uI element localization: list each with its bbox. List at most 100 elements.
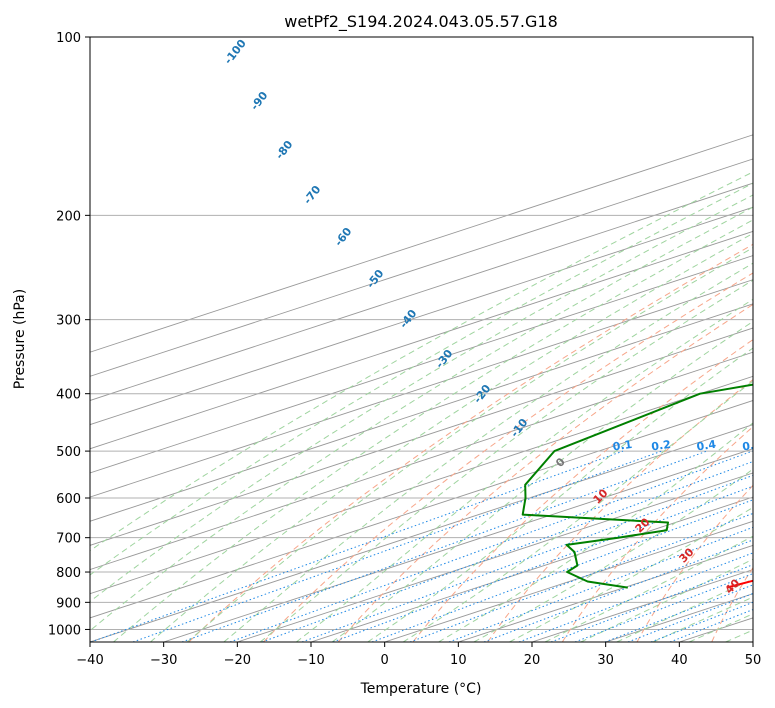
moist-adiabat-line — [331, 320, 753, 642]
line-labels: 0.10.20.40.611.52346810131620253036-100-… — [222, 37, 762, 597]
isotherm-label: 40 — [723, 576, 743, 596]
y-tick-label: 200 — [56, 209, 81, 224]
mixing-ratio-line — [604, 584, 753, 642]
mixing-ratio-line — [301, 474, 753, 642]
wet-bulb-label: -40 — [397, 307, 420, 331]
plot-frame — [89, 36, 754, 643]
mixing-ratio-label: 0.6 — [741, 438, 762, 454]
isotherm-line — [310, 496, 753, 642]
isotherm-line — [531, 569, 753, 642]
wet-bulb-label: -80 — [273, 138, 296, 162]
isotherm-lines — [90, 134, 753, 642]
y-tick-label: 1000 — [48, 623, 81, 638]
moist-adiabat-line — [150, 232, 753, 642]
temperature-profile-line — [726, 579, 753, 589]
mixing-ratio-line — [409, 512, 753, 642]
wet-bulb-label: -90 — [248, 89, 271, 113]
mixing-ratio-line — [261, 460, 753, 642]
wet-bulb-label: -60 — [332, 225, 355, 249]
dry-adiabat-line — [337, 303, 753, 642]
moist-adiabat-line — [688, 613, 753, 642]
moist-adiabat-line — [438, 422, 753, 642]
dry-adiabat-line — [636, 484, 753, 642]
isotherm-line — [237, 472, 753, 642]
y-tick-label: 800 — [56, 566, 81, 581]
moist-adiabat-line — [259, 279, 753, 642]
dry-adiabat-line — [263, 272, 753, 642]
isotherm-line — [458, 544, 753, 642]
x-tick-label: 0 — [381, 653, 389, 668]
moist-adiabat-line — [186, 247, 753, 642]
mixing-ratio-line — [181, 450, 708, 642]
moist-adiabat-line — [90, 182, 753, 576]
isotherm-label: 0 — [553, 455, 568, 470]
moist-adiabat-line — [762, 37, 775, 642]
mixing-ratio-line — [371, 499, 753, 642]
dry-adiabat-line — [561, 426, 753, 642]
isotherm-line — [90, 279, 753, 498]
x-axis-label: Temperature (°C) — [360, 681, 482, 697]
moist-adiabat-line — [223, 262, 753, 642]
x-tick-label: 40 — [671, 653, 688, 668]
isotherm-line — [90, 230, 753, 450]
wet-bulb-label: -50 — [364, 267, 387, 291]
x-tick-label: −10 — [297, 653, 324, 668]
dry-adiabat-line — [711, 566, 753, 642]
isotherm-line — [679, 617, 753, 642]
isotherm-line — [90, 303, 753, 522]
x-tick-label: −20 — [224, 653, 251, 668]
x-tick-label: 30 — [597, 653, 614, 668]
moist-adiabat-line — [544, 535, 753, 642]
mixing-ratio-label: 0.2 — [651, 438, 672, 454]
dewpoint-profile-line — [521, 383, 753, 589]
dry-adiabat-line — [487, 379, 753, 642]
isotherm-line — [90, 158, 753, 377]
moist-adiabat-line — [367, 347, 753, 642]
moist-adiabat-line — [296, 298, 753, 642]
wet-bulb-label: -10 — [508, 416, 531, 440]
moist-adiabat-line — [616, 578, 753, 642]
moist-adiabat-line — [652, 596, 753, 642]
moist-adiabat-line — [90, 171, 753, 552]
y-axis-ticks: 100 200 300 400 500 600 700 800 900 1000 — [48, 31, 90, 638]
moist-adiabat-line — [90, 206, 753, 632]
x-tick-label: −30 — [150, 653, 177, 668]
x-tick-label: −40 — [76, 653, 103, 668]
isotherm-line — [163, 448, 753, 642]
profile-series — [521, 383, 753, 589]
mixing-ratio-line — [229, 450, 753, 642]
y-tick-label: 400 — [56, 388, 81, 403]
y-tick-label: 100 — [56, 31, 81, 46]
dry-adiabat-line — [188, 243, 753, 642]
mixing-ratio-line — [483, 539, 753, 642]
y-tick-label: 900 — [56, 596, 81, 611]
isotherm-line — [90, 399, 753, 619]
y-tick-label: 500 — [56, 445, 81, 460]
isotherm-line — [90, 255, 753, 474]
isotherm-line — [384, 520, 753, 642]
y-tick-label: 600 — [56, 492, 81, 507]
x-tick-label: 20 — [524, 653, 541, 668]
mixing-ratio-line — [518, 552, 753, 642]
isotherm-line — [90, 375, 753, 595]
y-tick-label: 300 — [56, 314, 81, 329]
mixing-ratio-line — [574, 573, 753, 642]
isotherm-line — [90, 351, 753, 571]
x-tick-label: 50 — [745, 653, 762, 668]
moist-adiabat-line — [509, 506, 753, 642]
isotherm-line — [90, 424, 753, 642]
isotherm-line — [90, 206, 753, 426]
moist-adiabats — [90, 37, 775, 642]
x-axis-ticks: −40 −30 −20 −10 0 10 20 30 40 50 — [76, 642, 761, 668]
y-tick-label: 700 — [56, 532, 81, 547]
isotherm-line — [752, 641, 753, 642]
mixing-ratio-line — [650, 601, 753, 642]
moist-adiabat-line — [113, 219, 753, 642]
mixing-ratio-lines — [90, 450, 753, 642]
wet-bulb-label: -20 — [471, 382, 494, 406]
wet-bulb-label: -70 — [301, 183, 324, 207]
mixing-ratio-label: 0.4 — [696, 438, 717, 454]
isotherm-line — [90, 327, 753, 546]
isotherm-line — [90, 134, 753, 353]
